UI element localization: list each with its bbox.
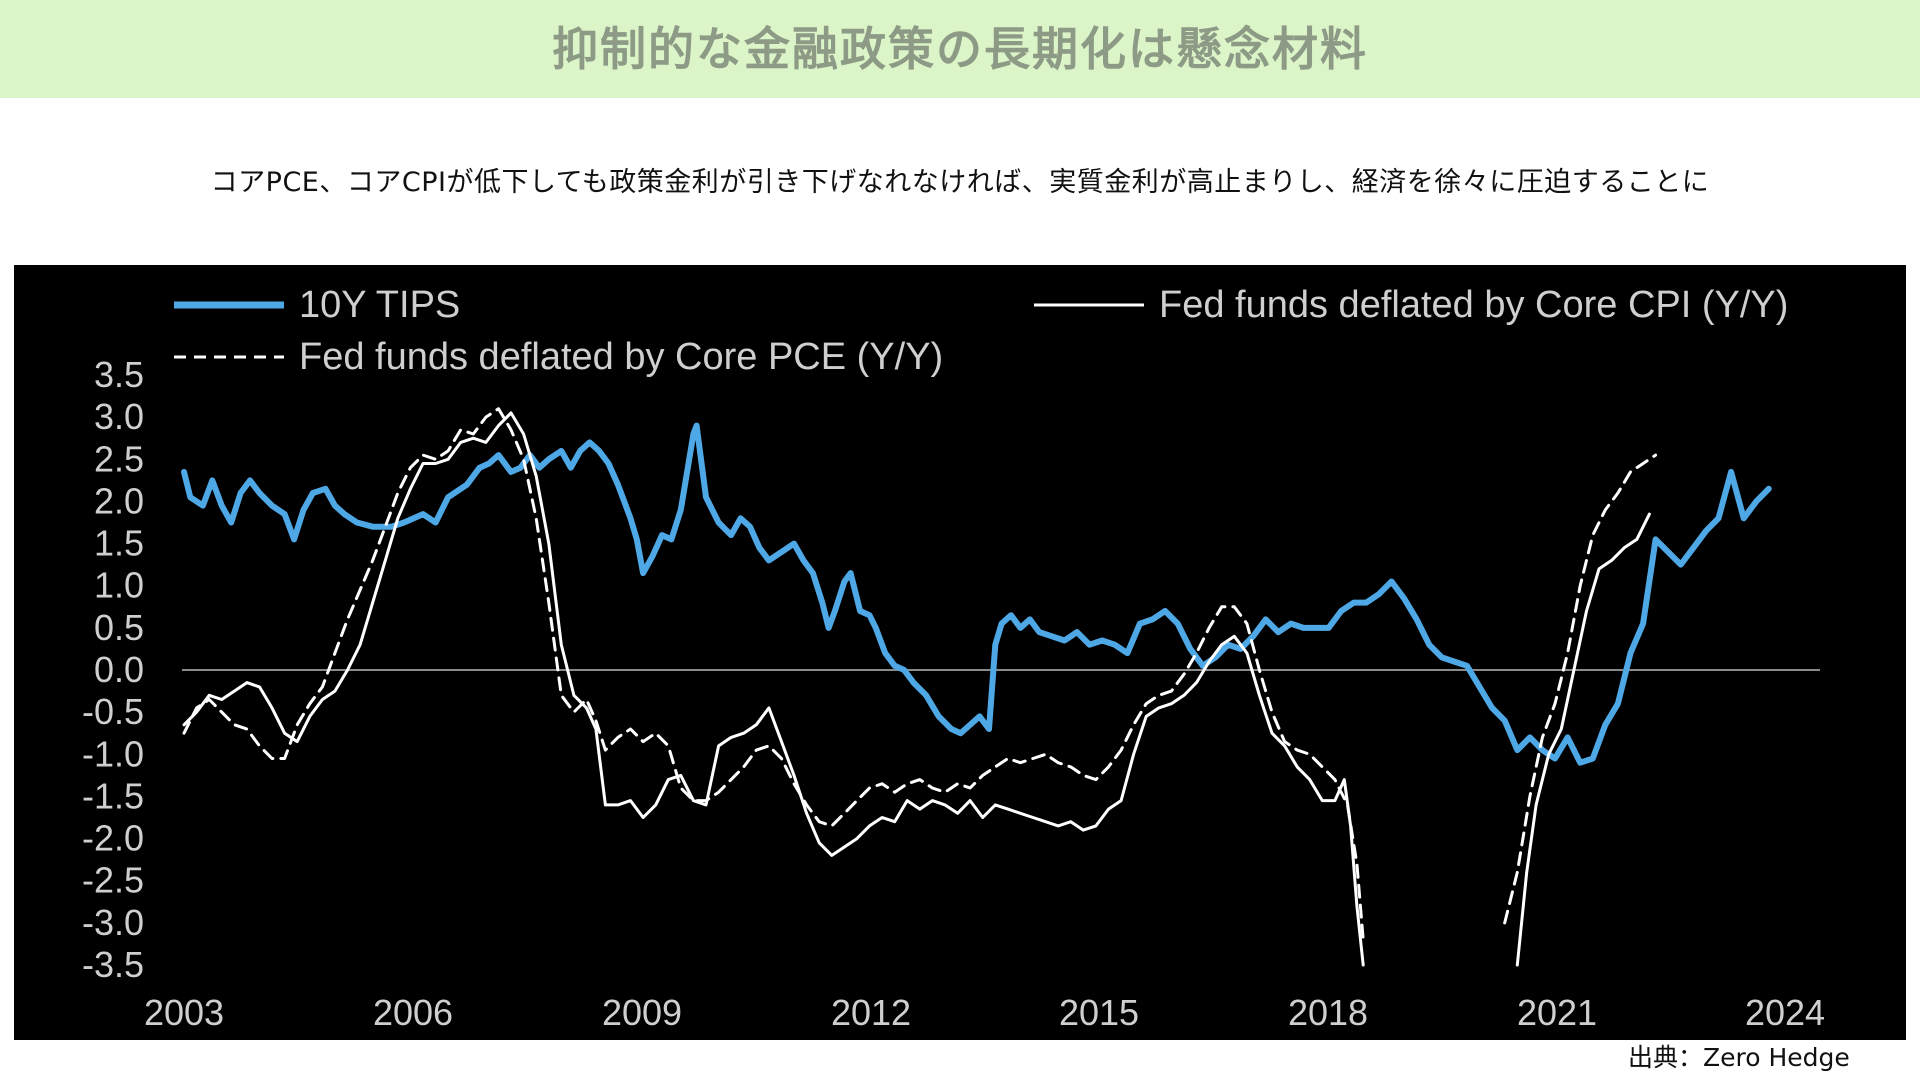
x-tick-label: 2015 xyxy=(1059,992,1139,1033)
series-line-fed-funds-deflated-by-core-pce-y-y- xyxy=(182,407,1365,942)
y-tick-label: 0.0 xyxy=(94,649,144,690)
x-tick-label: 2024 xyxy=(1745,992,1825,1033)
chart-panel: 10Y TIPS Fed funds deflated by Core CPI (… xyxy=(14,265,1906,1040)
y-tick-label: -1.5 xyxy=(82,775,144,816)
x-tick-label: 2006 xyxy=(373,992,453,1033)
y-tick-label: 0.5 xyxy=(94,607,144,648)
y-tick-label: -2.5 xyxy=(82,860,144,901)
y-tick-label: -3.5 xyxy=(82,944,144,985)
y-tick-label: -3.0 xyxy=(82,902,144,943)
x-tick-label: 2003 xyxy=(144,992,224,1033)
legend-label: Fed funds deflated by Core CPI (Y/Y) xyxy=(1159,284,1788,326)
y-tick-label: 2.0 xyxy=(94,480,144,521)
x-tick-label: 2021 xyxy=(1517,992,1597,1033)
y-tick-label: -0.5 xyxy=(82,691,144,732)
y-tick-label: 1.0 xyxy=(94,565,144,606)
y-axis: 3.53.02.52.01.51.00.50.0-0.5-1.0-1.5-2.0… xyxy=(82,354,144,985)
line-chart: 10Y TIPS Fed funds deflated by Core CPI (… xyxy=(82,284,1825,1033)
y-tick-label: 3.5 xyxy=(94,354,144,395)
series-line-fed-funds-deflated-by-core-cpi-y-y- xyxy=(182,411,1365,967)
y-tick-label: -2.0 xyxy=(82,818,144,859)
y-tick-label: 3.0 xyxy=(94,396,144,437)
x-tick-label: 2018 xyxy=(1288,992,1368,1033)
x-tick-label: 2012 xyxy=(831,992,911,1033)
series-line-10y-tips xyxy=(181,422,1772,766)
subtitle: コアPCE、コアCPIが低下しても政策金利が引き下げなれなければ、実質金利が高止… xyxy=(210,167,1710,198)
x-tick-label: 2009 xyxy=(602,992,682,1033)
x-axis: 2003 2006 2009 2012 2015 2018 2021 2024 xyxy=(144,992,1825,1033)
y-tick-label: -1.0 xyxy=(82,733,144,774)
title-banner: 抑制的な金融政策の長期化は懸念材料 xyxy=(0,0,1920,98)
source-credit: 出典：Zero Hedge xyxy=(1628,1043,1850,1072)
page-title: 抑制的な金融政策の長期化は懸念材料 xyxy=(552,22,1368,76)
legend-label: 10Y TIPS xyxy=(299,284,460,326)
series-line-fed-funds-deflated-by-core-pce-y-y- xyxy=(1503,453,1658,925)
legend-label: Fed funds deflated by Core PCE (Y/Y) xyxy=(299,336,943,378)
series-line-fed-funds-deflated-by-core-cpi-y-y- xyxy=(1515,512,1651,967)
y-tick-label: 1.5 xyxy=(94,523,144,564)
y-tick-label: 2.5 xyxy=(94,438,144,479)
plot-area xyxy=(181,407,1772,967)
legend: 10Y TIPS Fed funds deflated by Core CPI (… xyxy=(174,284,1788,378)
